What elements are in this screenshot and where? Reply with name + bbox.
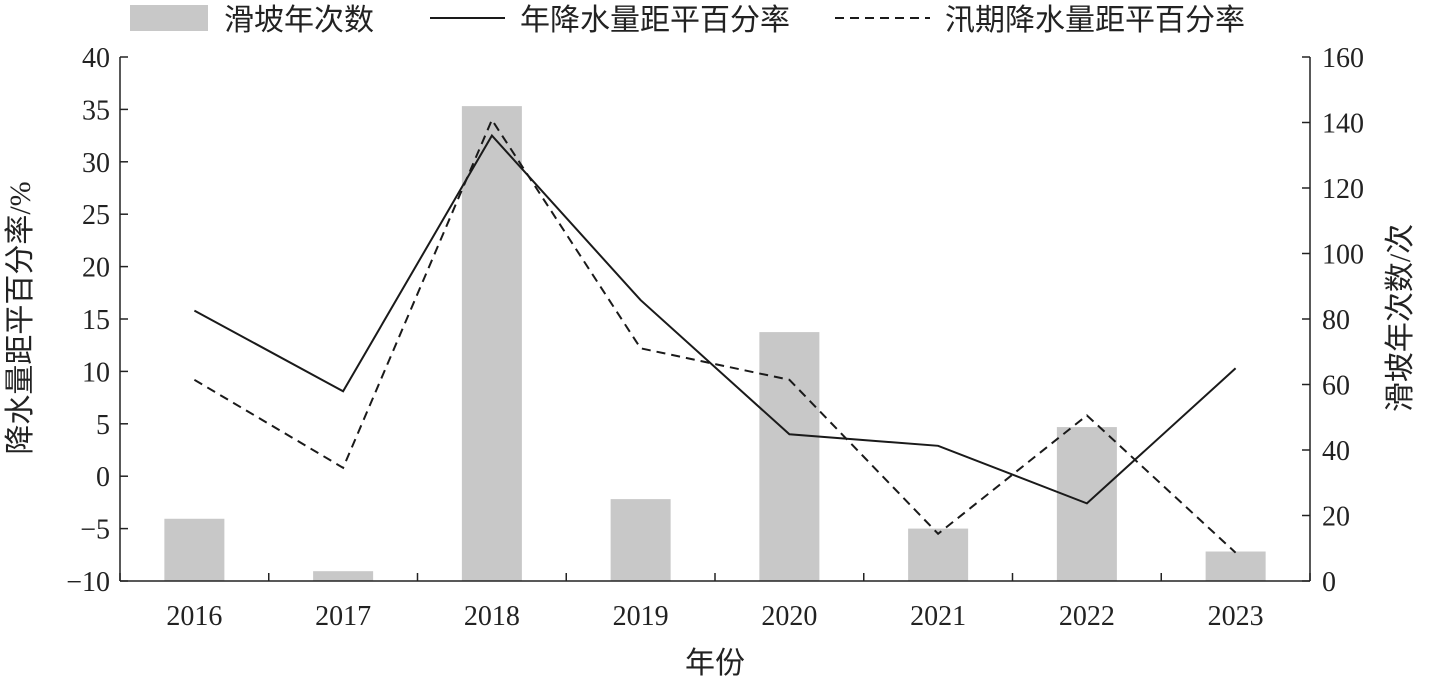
bar-2021: [908, 528, 969, 581]
bar-2019: [610, 499, 671, 581]
x-axis-title: 年份: [685, 647, 745, 680]
x-tick-label: 2023: [1208, 601, 1264, 632]
left-tick-label: 10: [82, 357, 110, 388]
legend-swatch-bar: [130, 5, 208, 31]
right-tick-label: 60: [1322, 371, 1350, 402]
left-tick-label: 15: [82, 305, 110, 336]
bar-2018: [461, 106, 522, 581]
x-tick-label: 2016: [166, 601, 222, 632]
axes: 40 35 30 25 20 15 10 5 0 −5 −10 160 140 120 100 80 60 40 2…: [66, 43, 1364, 632]
left-tick-label: −10: [66, 567, 110, 598]
x-tick-label: 2018: [464, 601, 520, 632]
left-axis-title: 降水量距平百分率/%: [4, 181, 37, 454]
left-tick-label: 30: [82, 148, 110, 179]
right-axis-title: 滑坡年次数/次: [1384, 224, 1417, 412]
left-tick-label: 0: [96, 462, 110, 493]
bar-2023: [1205, 551, 1266, 581]
line-annual-precip: [193, 133, 1237, 505]
bar-series: [164, 106, 1266, 581]
left-tick-label: 20: [82, 253, 110, 284]
line-series: [193, 117, 1237, 554]
bar-2017: [313, 571, 374, 581]
right-tick-label: 0: [1322, 567, 1336, 598]
right-tick-label: 20: [1322, 502, 1350, 533]
left-tick-label: 35: [82, 95, 110, 126]
x-tick-label: 2017: [315, 601, 371, 632]
legend-label-bar: 滑坡年次数: [224, 4, 374, 37]
bar-2020: [759, 332, 820, 581]
x-tick-label: 2019: [613, 601, 669, 632]
legend-label-solid: 年降水量距平百分率: [520, 4, 790, 37]
left-tick-label: −5: [80, 515, 110, 546]
left-tick-label: 25: [82, 200, 110, 231]
x-tick-label: 2020: [761, 601, 817, 632]
right-tick-label: 80: [1322, 305, 1350, 336]
bar-2016: [164, 518, 225, 581]
right-tick-label: 100: [1322, 240, 1364, 271]
right-tick-label: 40: [1322, 436, 1350, 467]
right-tick-label: 160: [1322, 43, 1364, 74]
x-tick-label: 2021: [910, 601, 966, 632]
left-tick-label: 40: [82, 43, 110, 74]
legend: 滑坡年次数 年降水量距平百分率 汛期降水量距平百分率: [130, 4, 1245, 37]
x-tick-label: 2022: [1059, 601, 1115, 632]
right-tick-label: 140: [1322, 109, 1364, 140]
legend-label-dashed: 汛期降水量距平百分率: [945, 4, 1245, 37]
right-tick-label: 120: [1322, 174, 1364, 205]
left-tick-label: 5: [96, 410, 110, 441]
